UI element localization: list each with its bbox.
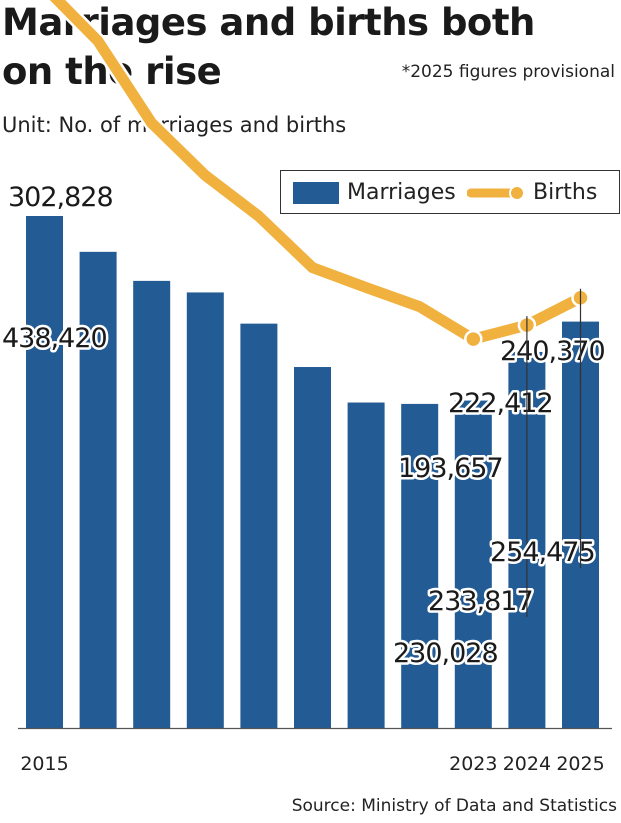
x-tick-label-2015: 2015 <box>20 753 68 775</box>
x-tick-label-2023: 2023 <box>449 753 497 775</box>
label-marriages-2025-halo: 240,370 <box>500 336 605 367</box>
data-labels: 302,828302,828193,657193,657222,412222,4… <box>0 180 608 672</box>
births-line <box>49 0 586 345</box>
label-marriages-2023: 193,657 <box>398 453 503 484</box>
label-marriages-2015: 302,828 <box>8 182 113 213</box>
bar-marriages-2021 <box>347 402 385 728</box>
bar-marriages-2015 <box>26 216 63 728</box>
label-births-2025: 254,475 <box>490 537 595 568</box>
bar-marriages-2019 <box>240 323 278 728</box>
legend-births-swatch <box>467 185 525 201</box>
label-marriages-2023-halo: 193,657 <box>398 453 503 484</box>
bar-marriages-2016 <box>79 251 117 729</box>
bar-marriages-2017 <box>133 280 171 728</box>
label-marriages-2025: 240,370 <box>500 336 605 367</box>
births-point-2023 <box>464 329 483 349</box>
label-births-2023: 230,028 <box>393 638 498 669</box>
label-marriages-2024-halo: 222,412 <box>448 388 553 419</box>
label-births-2023-halo: 230,028 <box>393 638 498 669</box>
label-births-2015: 438,420 <box>2 323 107 354</box>
label-births-2024-halo: 233,817 <box>428 586 533 617</box>
label-births-2015-halo: 438,420 <box>2 323 107 354</box>
bar-marriages-2018 <box>186 292 224 728</box>
label-births-2024: 233,817 <box>428 586 533 617</box>
label-births-2025-halo: 254,475 <box>490 537 595 568</box>
legend-births-label: Births <box>533 180 598 205</box>
bar-marriages-2020 <box>294 367 331 728</box>
legend-marriages-label: Marriages <box>347 180 456 205</box>
provisional-note: *2025 figures provisional <box>401 62 615 82</box>
unit-label: Unit: No. of marriages and births <box>2 113 347 137</box>
legend: Marriages Births <box>280 170 620 214</box>
x-axis-ticks: 2015 2023 2024 2025 <box>20 753 604 775</box>
source-credit: Source: Ministry of Data and Statistics <box>291 796 617 816</box>
x-tick-label-2025: 2025 <box>556 753 604 775</box>
label-marriages-2024: 222,412 <box>448 388 553 419</box>
label-marriages-2015-halo: 302,828 <box>8 182 113 213</box>
x-tick-label-2024: 2024 <box>503 753 551 775</box>
bar-marriages-2022 <box>401 403 439 728</box>
bar-series-marriages <box>26 216 599 729</box>
legend-marriages-swatch <box>293 182 339 204</box>
bar-marriages-2023 <box>454 400 492 728</box>
